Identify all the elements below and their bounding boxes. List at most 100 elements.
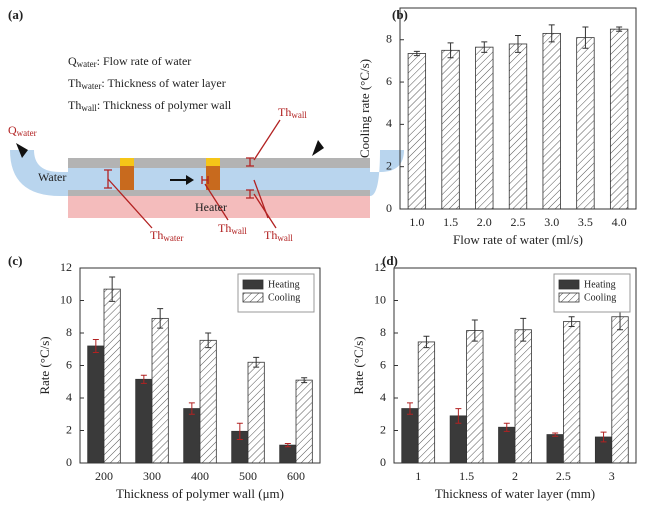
label: Thwall — [264, 228, 293, 243]
y-tick-label: 8 — [380, 325, 386, 339]
bar — [441, 49, 460, 210]
y-tick-label: 0 — [386, 201, 392, 215]
flow-arrow — [170, 175, 194, 185]
error-bar — [413, 50, 420, 57]
label: Thwall — [218, 221, 247, 236]
y-tick-label: 10 — [374, 292, 386, 306]
bar — [475, 46, 494, 210]
x-tick-label: 2.5 — [556, 469, 571, 483]
legend-swatch — [242, 279, 264, 290]
y-tick-label: 12 — [374, 260, 386, 274]
bar — [407, 53, 427, 210]
error-bar — [447, 42, 454, 59]
error-bar — [284, 443, 291, 448]
error-bar — [471, 319, 478, 342]
panel-label: (a) — [8, 7, 23, 22]
legend-swatch — [558, 292, 580, 303]
inlet-arrow — [16, 143, 28, 158]
error-bar — [520, 317, 527, 342]
y-tick-label: 8 — [66, 325, 72, 339]
plot-frame — [399, 7, 637, 210]
bar — [87, 345, 105, 464]
error-bar — [515, 35, 521, 53]
y-tick-label: 10 — [60, 292, 72, 306]
x-tick-label: 1 — [415, 469, 421, 483]
error-bar — [188, 402, 195, 415]
error-bar — [600, 431, 607, 443]
bar — [295, 379, 313, 464]
x-tick-label: 600 — [287, 469, 305, 483]
y-tick-label: 2 — [66, 422, 72, 436]
x-tick-label: 1.0 — [409, 215, 424, 229]
water-label: Water — [38, 170, 66, 184]
y-tick-label: 8 — [386, 31, 392, 45]
y-tick-label: 4 — [386, 116, 392, 130]
error-bar — [140, 374, 147, 384]
y-tick-label: 2 — [386, 158, 392, 172]
x-tick-label: 3.5 — [578, 215, 593, 229]
x-axis-label: Flow rate of water (ml/s) — [453, 232, 583, 247]
bar — [151, 317, 169, 464]
bar — [417, 341, 436, 464]
block — [120, 166, 134, 190]
bar — [542, 32, 561, 210]
legend-swatch — [242, 292, 264, 303]
error-bar — [455, 408, 462, 424]
error-bar — [205, 332, 212, 349]
y-tick-label: 4 — [380, 390, 386, 404]
bar — [498, 426, 516, 464]
legend-line: Thwall: Thickness of polymer wall — [68, 98, 232, 113]
bar — [247, 361, 265, 464]
y-axis-label: Rate (°C/s) — [37, 336, 52, 394]
legend-swatch — [558, 279, 580, 290]
x-tick-label: 4.0 — [612, 215, 627, 229]
bar — [546, 434, 564, 464]
heater-label: Heater — [195, 200, 227, 214]
error-bar — [552, 432, 559, 437]
bar — [609, 28, 629, 210]
legend-label: Heating — [268, 279, 300, 290]
block — [206, 166, 220, 190]
y-tick-label: 6 — [380, 357, 386, 371]
error-bar — [423, 335, 430, 349]
x-tick-label: 300 — [143, 469, 161, 483]
y-tick-label: 0 — [66, 455, 72, 469]
x-axis-label: Thickness of water layer (mm) — [435, 486, 595, 501]
legend-line: Qwater: Flow rate of water — [68, 54, 191, 69]
error-bar — [157, 308, 164, 329]
bar — [563, 321, 581, 464]
diagram-legend: Qwater: Flow rate of water Thwater: Thic… — [68, 54, 232, 113]
block — [120, 158, 134, 166]
legend-label: Cooling — [268, 292, 300, 303]
bar — [611, 316, 629, 464]
error-bar — [92, 339, 99, 353]
x-tick-label: 3.0 — [544, 215, 559, 229]
error-bar — [548, 24, 555, 43]
block — [206, 158, 220, 166]
error-bar — [568, 316, 575, 327]
bar — [514, 329, 532, 464]
x-tick-label: 500 — [239, 469, 257, 483]
error-bar — [406, 402, 413, 415]
panel-label: (d) — [382, 253, 398, 268]
thickness-marker — [201, 176, 209, 184]
bar — [135, 378, 153, 464]
bar — [199, 339, 217, 464]
label: Thwall — [278, 105, 307, 120]
x-tick-label: 2 — [512, 469, 518, 483]
bar — [466, 330, 484, 464]
error-bar — [616, 26, 623, 32]
error-bar — [301, 377, 308, 384]
error-bar — [236, 422, 243, 440]
inlet-pipe — [10, 150, 68, 196]
panel-label: (c) — [8, 253, 22, 268]
x-tick-label: 400 — [191, 469, 209, 483]
plot-frame — [79, 267, 321, 464]
bar — [183, 408, 201, 464]
error-bar — [109, 276, 116, 302]
x-tick-label: 2.0 — [477, 215, 492, 229]
x-tick-label: 200 — [95, 469, 113, 483]
x-tick-label: 3 — [609, 469, 615, 483]
